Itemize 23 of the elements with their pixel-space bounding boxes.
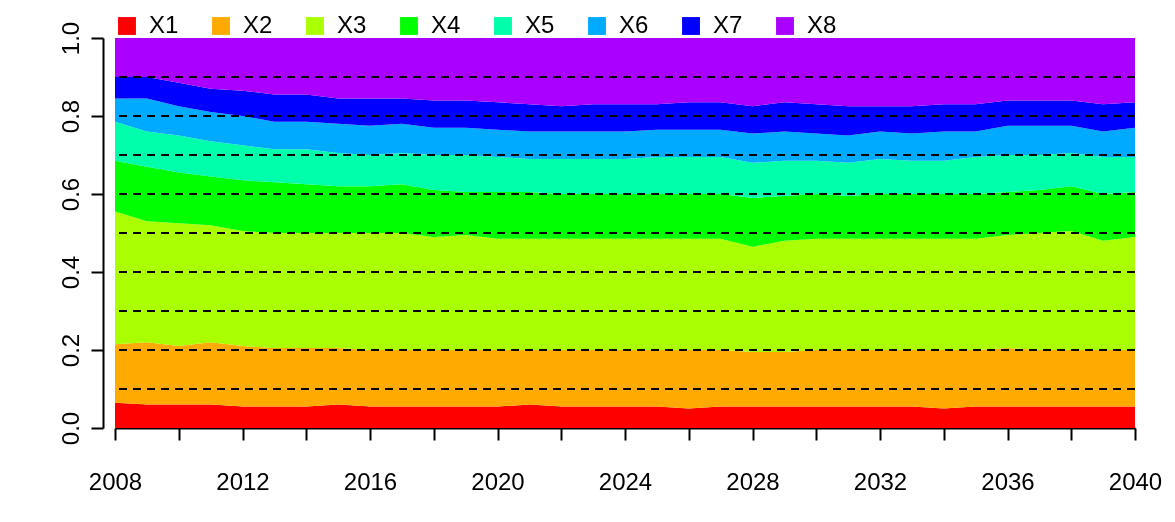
y-tick-label: 1.0 bbox=[56, 21, 84, 56]
x-tick-label: 2040 bbox=[1108, 467, 1163, 495]
legend-label: X1 bbox=[149, 11, 179, 38]
y-tick-label: 0.4 bbox=[56, 255, 84, 290]
x-tick-label: 2032 bbox=[853, 467, 908, 495]
y-tick-label: 0.6 bbox=[56, 177, 84, 212]
y-tick-label: 0.2 bbox=[56, 333, 84, 368]
legend-label: X8 bbox=[807, 11, 837, 38]
x-tick-label: 2012 bbox=[216, 467, 270, 495]
y-tick-label: 0.8 bbox=[56, 99, 84, 134]
x-tick-label: 2020 bbox=[471, 467, 525, 495]
legend-label: X2 bbox=[243, 11, 273, 38]
legend-label: X6 bbox=[619, 11, 649, 38]
legend-label: X4 bbox=[431, 11, 461, 38]
x-tick-label: 2008 bbox=[88, 467, 143, 495]
x-tick-label: 2036 bbox=[981, 467, 1035, 495]
legend-label: X7 bbox=[713, 11, 743, 38]
y-tick-label: 0.0 bbox=[56, 411, 84, 446]
x-tick-label: 2016 bbox=[343, 467, 398, 495]
legend-label: X5 bbox=[525, 11, 555, 38]
x-tick-label: 2024 bbox=[598, 467, 653, 495]
x-tick-label: 2028 bbox=[726, 467, 780, 495]
legend-label: X3 bbox=[337, 11, 367, 38]
